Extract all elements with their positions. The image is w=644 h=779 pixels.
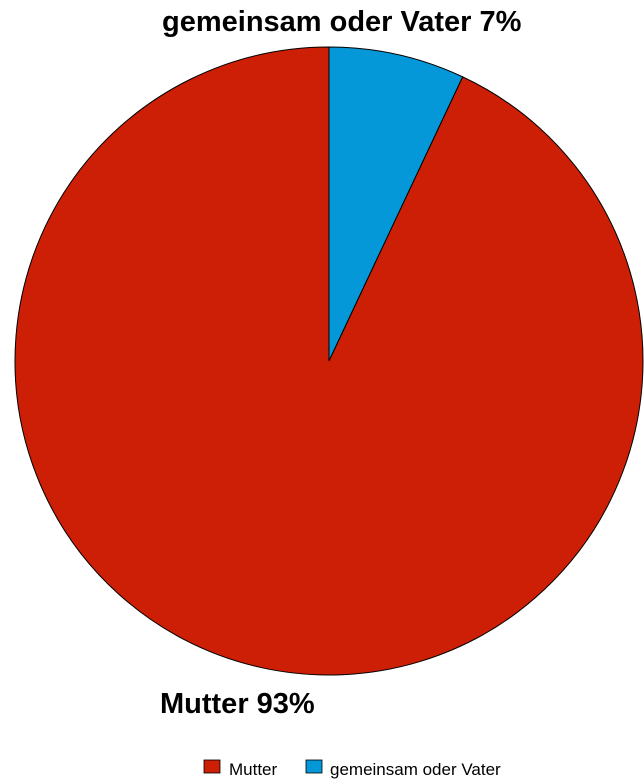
- pie-slice-gemeinsam-oder-vater: [328, 46, 464, 362]
- legend-label-mutter: Mutter: [229, 760, 278, 779]
- legend: Mutter gemeinsam oder Vater: [203, 759, 501, 779]
- legend-label-gemeinsam-oder-vater: gemeinsam oder Vater: [330, 760, 501, 779]
- data-label-mutter: Mutter 93%: [160, 688, 315, 720]
- legend-swatch-mutter: [203, 759, 221, 774]
- legend-swatch-gemeinsam-oder-vater: [305, 759, 323, 774]
- data-label-gemeinsam-oder-vater: gemeinsam oder Vater 7%: [162, 6, 522, 38]
- pie-slice-mutter: [14, 46, 644, 676]
- pie-slices: [14, 46, 644, 676]
